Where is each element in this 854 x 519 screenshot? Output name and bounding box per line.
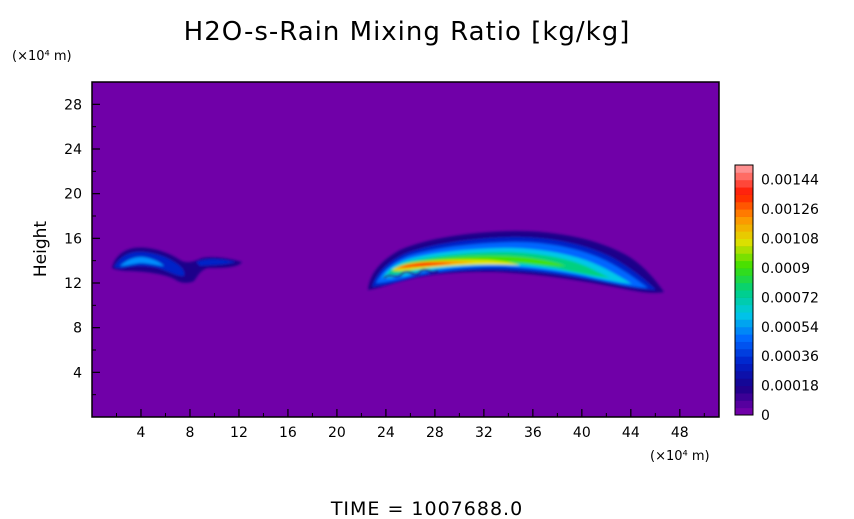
colorbar-swatch [735, 385, 753, 394]
colorbar-swatch [735, 238, 753, 247]
colorbar-swatch [735, 334, 753, 342]
y-tick-label: 8 [73, 321, 82, 337]
x-tick-label: 48 [671, 425, 689, 441]
colorbar-swatch [735, 407, 753, 416]
cloud-east-b5 [392, 255, 566, 272]
y-tick-label: 24 [64, 142, 82, 158]
plot-frame [91, 81, 720, 418]
colorbar-swatch [735, 348, 753, 357]
x-tick-label: 28 [426, 425, 444, 441]
colorbar-swatch [735, 356, 753, 365]
x-tick-label: 44 [622, 425, 640, 441]
y-tick-label: 28 [64, 97, 82, 113]
y-axis: 4 8 12 16 20 24 28 [64, 97, 100, 396]
colorbar-swatch [735, 304, 753, 313]
colorbar-swatch [735, 378, 753, 387]
colorbar-swatch [735, 165, 753, 173]
colorbar-label: 0.00072 [761, 290, 819, 306]
cloud-west [112, 247, 242, 283]
colorbar-swatch [735, 312, 753, 320]
colorbar-swatch [735, 275, 753, 284]
y-tick-label: 16 [64, 231, 82, 247]
colorbar-swatch [735, 282, 753, 291]
colorbar-swatch [735, 231, 753, 240]
colorbar-swatch [735, 363, 753, 372]
colorbar-swatch [735, 319, 753, 328]
colorbar-swatch [735, 392, 753, 401]
colorbar-swatch [735, 209, 753, 217]
y-tick-label: 20 [64, 187, 82, 203]
colorbar-swatch [735, 253, 753, 262]
x-unit-label: (×10⁴ m) [650, 449, 710, 464]
cloud-east [368, 231, 664, 293]
colorbar-swatch [735, 370, 753, 379]
y-tick-label: 12 [64, 276, 82, 292]
colorbar-frame [734, 164, 754, 416]
x-tick-label: 12 [230, 425, 248, 441]
colorbar-swatch [735, 341, 753, 350]
colorbar-swatch [735, 194, 753, 203]
chart-title: H2O-s-Rain Mixing Ratio [kg/kg] [184, 17, 631, 47]
colorbar-label: 0.0009 [761, 261, 810, 277]
cloud-east-ripple [383, 269, 439, 279]
y-axis-label: Height [31, 221, 51, 278]
colorbar-label: 0.00018 [761, 379, 819, 395]
colorbar-swatch [735, 216, 753, 225]
colorbar-swatch [735, 201, 753, 210]
x-tick-label: 36 [524, 425, 542, 441]
colorbar-swatch [735, 172, 753, 181]
colorbar-label: 0.00144 [761, 173, 819, 189]
cloud-east-b8 [398, 263, 452, 268]
colorbar-label: 0.00036 [761, 349, 819, 365]
colorbar-swatch [735, 223, 753, 232]
colorbar-label: 0.00108 [761, 232, 819, 248]
x-tick-label: 24 [377, 425, 395, 441]
colorbar-label: 0.00126 [761, 202, 819, 218]
x-tick-label: 32 [475, 425, 493, 441]
colorbar-swatch [735, 187, 753, 195]
colorbar-swatch [735, 290, 753, 298]
colorbar-swatch [735, 260, 753, 269]
x-axis: 4 8 12 16 20 24 28 32 36 40 44 48 [115, 409, 705, 441]
colorbar-label: 0 [761, 408, 770, 424]
x-tick-label: 20 [328, 425, 346, 441]
colorbar-swatch [735, 400, 753, 409]
colorbar-swatch [735, 245, 753, 254]
time-label: TIME = 1007688.0 [330, 498, 523, 519]
cloud-west-core [120, 257, 164, 266]
y-unit-label: (×10⁴ m) [12, 49, 72, 64]
colorbar-swatch [735, 267, 753, 276]
cloud-west-mid [114, 251, 185, 277]
colorbar-swatch [735, 297, 753, 306]
x-tick-label: 40 [573, 425, 591, 441]
colorbar: 0 0.00018 0.00036 0.00054 0.00072 0.0009 0.001… [734, 164, 819, 424]
cloud-west-tail [196, 259, 236, 266]
y-tick-label: 4 [73, 365, 82, 381]
colorbar-label: 0.00054 [761, 320, 819, 336]
x-tick-label: 16 [279, 425, 297, 441]
x-tick-label: 8 [186, 425, 195, 441]
x-tick-label: 4 [137, 425, 146, 441]
colorbar-swatch [735, 179, 753, 188]
colorbar-swatch [735, 326, 753, 335]
